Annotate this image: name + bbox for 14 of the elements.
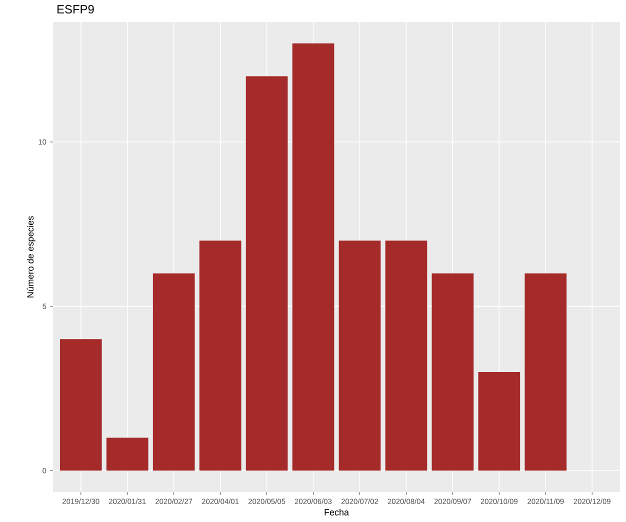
bar [292, 43, 334, 471]
bar [338, 240, 381, 471]
bar [199, 240, 242, 471]
bar [478, 372, 520, 471]
bar [246, 76, 288, 471]
bar [385, 240, 428, 471]
x-axis-title: Fecha [324, 508, 349, 516]
bar [152, 273, 195, 471]
bar [106, 438, 148, 471]
y-axis-title: Número de especies [26, 216, 36, 298]
chart-title: ESFP9 [58, 5, 94, 14]
bar [60, 339, 102, 471]
bar [524, 273, 567, 471]
bar [432, 273, 474, 471]
